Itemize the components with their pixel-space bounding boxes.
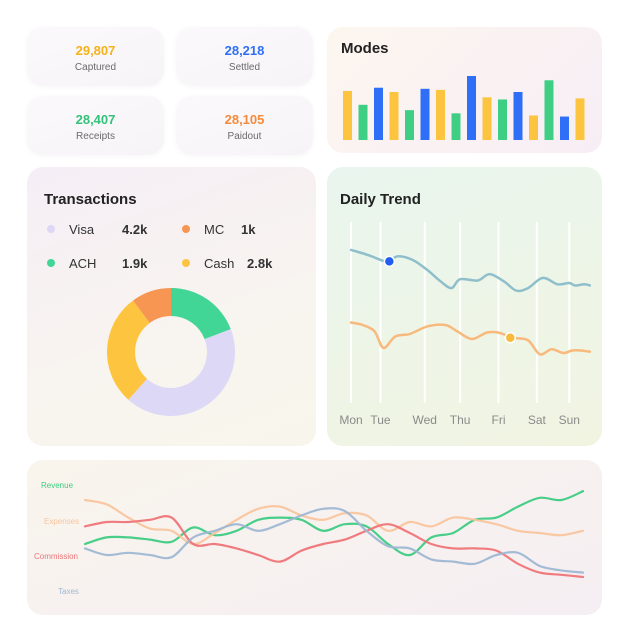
stat-label-captured: Captured [74, 62, 117, 73]
legend-value-ach: 1.9k [122, 256, 148, 271]
trend-x-label: Sun [559, 413, 580, 427]
modes-bar [420, 88, 430, 140]
trend-x-label: Wed [413, 413, 437, 427]
series-line-commission [83, 515, 585, 579]
series-line-revenue [83, 490, 585, 557]
modes-bar [575, 98, 585, 140]
legend-value-visa: 4.2k [122, 222, 148, 237]
legend-dot-cash [182, 259, 190, 267]
legend-label-visa: Visa [69, 222, 95, 237]
modes-bar-chart [343, 76, 585, 140]
series-line-taxes [83, 507, 585, 574]
legend-label-ach: ACH [69, 256, 97, 271]
daily-trend-title: Daily Trend [340, 191, 421, 208]
trend-x-label: Thu [450, 413, 471, 427]
modes-card: Modes [327, 27, 602, 153]
stat-value-captured: 29,807 [75, 43, 116, 58]
modes-bar [358, 104, 368, 140]
stat-value-paidout: 28,105 [224, 112, 265, 127]
modes-bar [560, 116, 569, 140]
series-line-expenses [83, 498, 585, 546]
modes-bar [436, 89, 445, 140]
transactions-donut-chart [106, 288, 236, 416]
modes-bar [343, 90, 352, 140]
stat-value-settled: 28,218 [224, 43, 265, 58]
stat-label-settled: Settled [228, 62, 261, 73]
modes-bar [467, 76, 476, 140]
modes-bar [405, 110, 414, 140]
financials-card: Revenue Expenses Commission Taxes [27, 460, 602, 615]
stat-value-receipts: 28,407 [75, 112, 116, 127]
legend-item-visa: Visa 4.2k [47, 222, 167, 238]
modes-bar [482, 97, 492, 140]
trend-x-label: Fri [492, 413, 506, 427]
stat-label-paidout: Paidout [227, 131, 262, 142]
transactions-card: Transactions Visa 4.2k MC 1k ACH 1.9k Ca… [27, 167, 316, 446]
modes-bar [389, 92, 399, 140]
legend-item-cash: Cash 2.8k [182, 256, 302, 272]
stat-card-settled: 28,218 Settled [176, 27, 313, 86]
modes-bar [451, 113, 461, 140]
legend-item-ach: ACH 1.9k [47, 256, 167, 272]
modes-bar [544, 80, 554, 140]
stat-card-receipts: 28,407 Receipts [27, 96, 164, 155]
donut-slice-ach [171, 288, 231, 340]
legend-item-mc: MC 1k [182, 222, 302, 238]
modes-bar [498, 99, 507, 140]
series-label-taxes: Taxes [58, 587, 79, 596]
daily-trend-line-chart: Mon Tue Wed Thu Fri Sat Sun [339, 222, 592, 427]
trend-x-label: Sat [528, 413, 547, 427]
modes-title: Modes [341, 40, 389, 57]
stat-card-captured: 29,807 Captured [27, 27, 164, 86]
trend-marker [504, 331, 517, 344]
series-label-commission: Commission [34, 552, 78, 561]
stat-label-receipts: Receipts [76, 131, 115, 142]
trend-marker [383, 255, 396, 268]
series-label-expenses: Expenses [44, 517, 79, 526]
trend-x-label: Tue [370, 413, 391, 427]
trend-x-label: Mon [339, 413, 362, 427]
legend-label-cash: Cash [204, 256, 235, 271]
financials-line-chart: Revenue Expenses Commission Taxes [34, 481, 585, 596]
modes-bar [374, 87, 383, 140]
transactions-title: Transactions [44, 191, 137, 208]
legend-dot-visa [47, 225, 55, 233]
donut-slice-visa [128, 329, 236, 416]
legend-dot-mc [182, 225, 190, 233]
stat-card-paidout: 28,105 Paidout [176, 96, 313, 155]
legend-label-mc: MC [204, 222, 225, 237]
modes-bar [529, 115, 538, 140]
trend-series-line [349, 248, 592, 293]
donut-slice-mc [133, 288, 171, 324]
donut-slice-cash [106, 300, 150, 400]
trend-series-line [349, 321, 592, 356]
modes-bar [513, 92, 523, 140]
legend-value-mc: 1k [241, 222, 256, 237]
daily-trend-card: Daily Trend Mon Tue Wed Thu Fri Sat Sun [327, 167, 602, 446]
legend-dot-ach [47, 259, 55, 267]
series-label-revenue: Revenue [41, 481, 74, 490]
legend-value-cash: 2.8k [247, 256, 273, 271]
